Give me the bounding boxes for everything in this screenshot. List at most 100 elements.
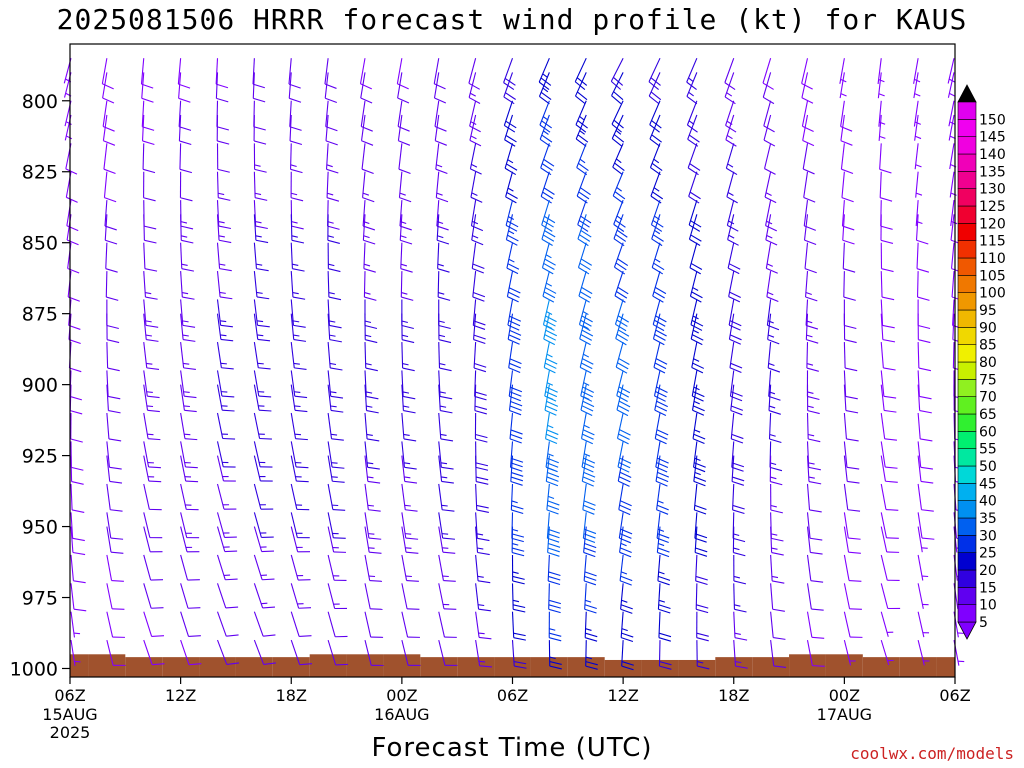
barb-staff (689, 242, 698, 268)
barb-staff (102, 114, 108, 141)
barb-full-flag (440, 410, 453, 414)
barb-full-flag (691, 367, 704, 374)
wind-barb (178, 72, 191, 103)
barb-full-flag (584, 608, 597, 614)
wind-barb (252, 72, 266, 103)
wind-barb (510, 455, 524, 486)
barb-full-flag (178, 83, 191, 89)
barb-staff (917, 611, 925, 638)
barb-full-flag (542, 191, 554, 200)
wind-barb (580, 370, 594, 402)
barb-full-flag (762, 96, 775, 105)
barb-staff (615, 341, 624, 368)
barb-full-flag (215, 83, 229, 89)
barb-half-flag (290, 164, 297, 168)
barb-full-flag (219, 268, 232, 272)
barb-staff (102, 72, 108, 99)
barb-full-flag (407, 608, 420, 610)
barb-staff (140, 58, 145, 85)
wind-barb (575, 114, 589, 147)
barb-half-flag (808, 462, 815, 465)
wind-barb (470, 171, 483, 203)
wind-barb (843, 483, 861, 512)
wind-barb (327, 384, 344, 413)
barb-staff (880, 526, 888, 553)
barb-full-flag (511, 537, 524, 543)
barb-full-flag (920, 438, 933, 442)
wind-barb (327, 242, 341, 273)
wind-barb (689, 242, 703, 275)
colorbar-label: 50 (979, 459, 997, 475)
barb-staff (216, 455, 225, 482)
barb-full-flag (217, 168, 230, 173)
barb-full-flag (105, 268, 118, 273)
barb-staff (397, 72, 403, 99)
wind-barb (364, 412, 380, 442)
barb-full-flag (405, 537, 419, 540)
barb-staff (106, 412, 110, 439)
barb-full-flag (729, 291, 741, 298)
wind-barb (401, 441, 417, 470)
wind-barb (656, 483, 669, 515)
barb-full-flag (884, 438, 898, 441)
wind-barb (504, 114, 517, 147)
terrain-block (346, 654, 384, 677)
barb-half-flag (291, 221, 298, 224)
barb-staff (841, 171, 845, 198)
barb-full-flag (365, 339, 378, 344)
barb-staff (541, 199, 550, 226)
barb-half-flag (291, 235, 298, 238)
wind-barb (541, 242, 556, 275)
barb-full-flag (473, 291, 486, 298)
wind-barb (806, 583, 824, 611)
barb-staff (180, 441, 186, 468)
barb-full-flag (582, 429, 595, 436)
barb-staff (288, 58, 292, 85)
barb-full-flag (578, 191, 590, 200)
wind-barb (620, 611, 634, 643)
wind-barb (364, 639, 384, 666)
barb-full-flag (472, 263, 485, 270)
barb-half-flag (693, 358, 700, 362)
barb-staff (106, 583, 113, 609)
barb-full-flag (255, 239, 269, 244)
wind-barb (216, 611, 239, 637)
barb-half-flag (327, 235, 335, 238)
wind-barb (806, 370, 820, 401)
barb-full-flag (805, 296, 818, 302)
wind-barb (539, 100, 552, 133)
barb-staff (216, 554, 226, 580)
barb-half-flag (401, 292, 408, 295)
barb-staff (880, 412, 886, 439)
barb-full-flag (611, 95, 622, 105)
wind-barb (363, 271, 377, 301)
wind-barb (401, 299, 414, 330)
wind-barb (508, 384, 523, 416)
wind-barb (216, 100, 230, 131)
barb-staff (401, 412, 405, 439)
wind-barb (726, 171, 738, 204)
colorbar-label: 5 (979, 615, 988, 631)
barb-full-flag (510, 433, 523, 440)
wind-barb (802, 114, 815, 147)
wind-barb (215, 58, 229, 89)
barb-full-flag (545, 315, 557, 323)
wind-barb (143, 441, 161, 469)
wind-barb (143, 313, 159, 342)
barb-full-flag (802, 140, 815, 147)
colorbar-swatch (957, 171, 977, 189)
wind-barb (102, 114, 116, 146)
barb-full-flag (882, 324, 895, 329)
wind-barb (216, 143, 230, 173)
barb-half-flag (255, 263, 263, 266)
barb-full-flag (843, 296, 856, 301)
wind-barb (546, 512, 560, 543)
barb-staff (327, 455, 333, 482)
terrain-block (70, 654, 89, 677)
wind-barb (805, 313, 819, 344)
barb-full-flag (400, 239, 413, 245)
barb-staff (612, 171, 624, 196)
barb-full-flag (436, 239, 450, 245)
barb-staff (143, 583, 152, 609)
